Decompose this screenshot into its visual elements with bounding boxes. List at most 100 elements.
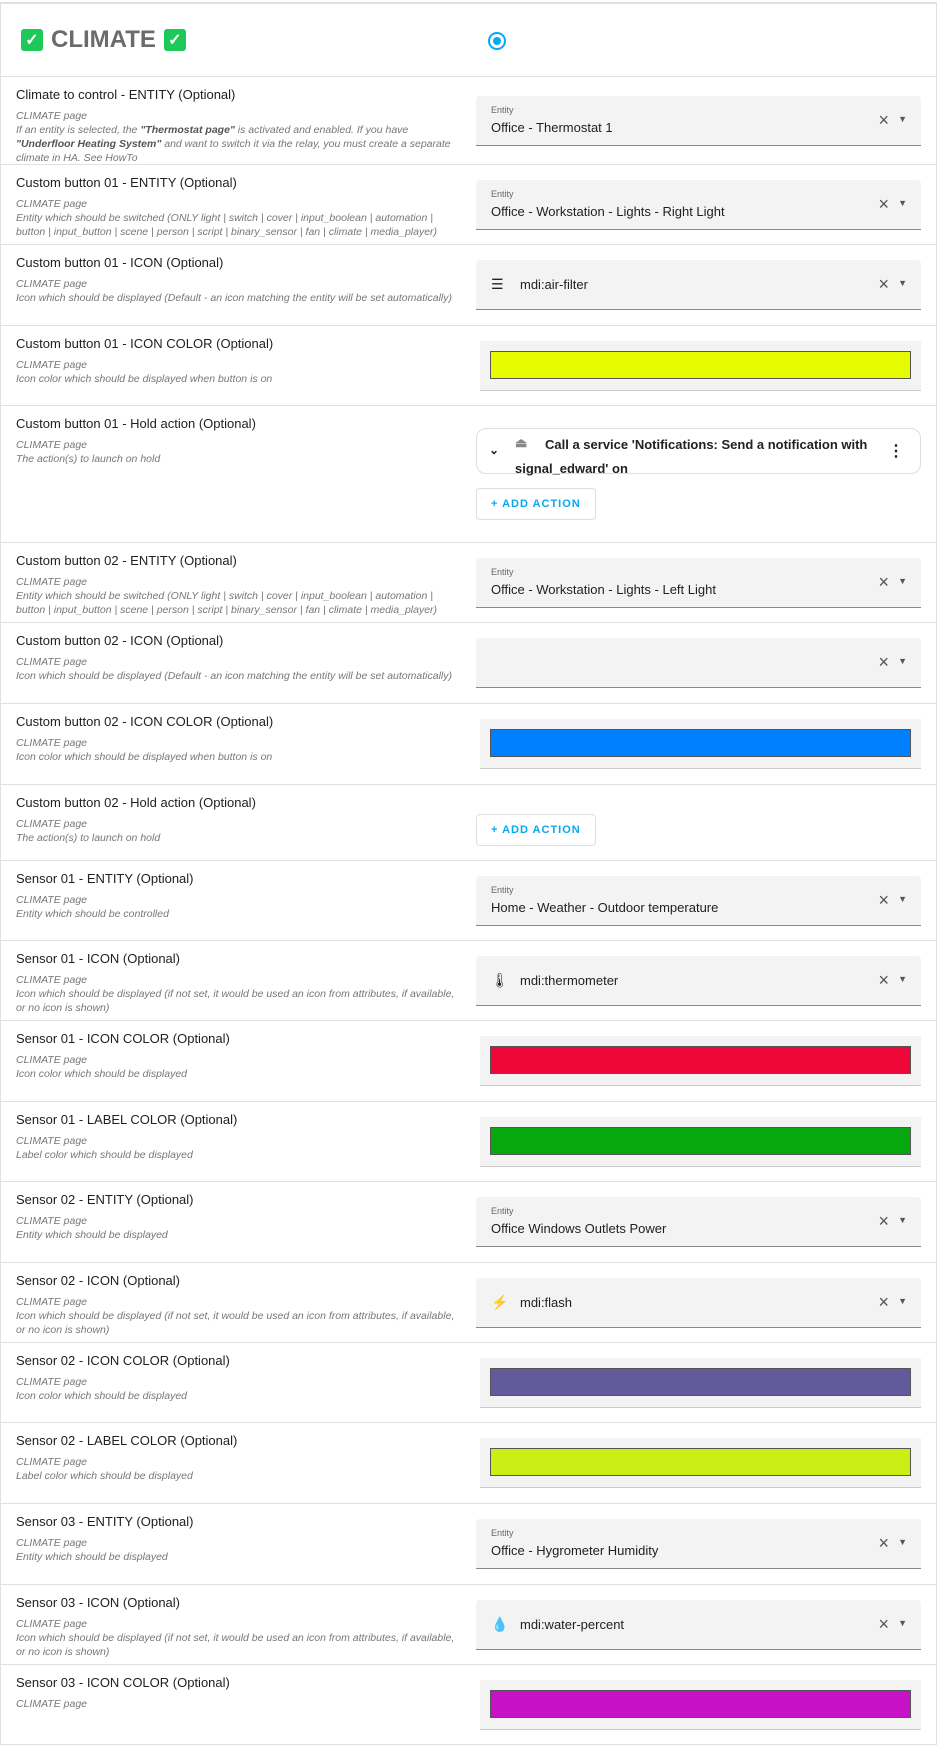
setting-help-text: CLIMATE page Label color which should be …: [16, 1455, 462, 1483]
entity-picker[interactable]: Entity Office Windows Outlets Power × ▼: [476, 1197, 921, 1247]
setting-description: Custom button 01 - ENTITY (Optional) CLIM…: [1, 165, 476, 245]
setting-help-body: Icon color which should be displayed: [16, 1068, 188, 1080]
setting-row: Sensor 03 - ICON (Optional) CLIMATE page I…: [1, 1585, 936, 1665]
icon-picker[interactable]: × ▼: [476, 638, 921, 688]
clear-icon[interactable]: ×: [878, 969, 889, 990]
entity-picker[interactable]: Entity Office - Workstation - Lights - Ri…: [476, 179, 921, 230]
dropdown-arrow-icon[interactable]: ▼: [898, 893, 907, 904]
entity-picker[interactable]: Entity Office - Thermostat 1 × ▼: [476, 95, 921, 146]
setting-description: Sensor 02 - ICON COLOR (Optional) CLIMATE…: [1, 1343, 476, 1409]
setting-title: Custom button 01 - ICON COLOR (Optional): [16, 336, 274, 351]
entity-picker[interactable]: Entity Home - Weather - Outdoor temperatu…: [476, 875, 921, 926]
color-picker[interactable]: [480, 1116, 921, 1167]
setting-help-body: Icon which should be displayed (if not s…: [16, 1310, 455, 1336]
color-swatch[interactable]: [490, 1126, 911, 1155]
check-box-icon: ✓: [163, 29, 186, 51]
color-swatch[interactable]: [490, 1367, 911, 1396]
clear-icon[interactable]: ×: [878, 889, 889, 910]
setting-help-text: CLIMATE page Entity which should be displ…: [16, 1214, 462, 1242]
section-radio-button[interactable]: [488, 32, 506, 50]
setting-page-label: CLIMATE page: [16, 198, 88, 210]
color-picker[interactable]: [480, 719, 921, 769]
dropdown-arrow-icon[interactable]: ▼: [898, 656, 907, 666]
chevron-down-icon[interactable]: ⌄: [489, 443, 500, 457]
setting-help-body: The action(s) to launch on hold: [16, 832, 161, 844]
action-item[interactable]: ⌄ ⏏ Call a service 'Notifications: Send a …: [476, 428, 921, 476]
setting-description: Climate to control - ENTITY (Optional) CL…: [1, 77, 476, 171]
clear-icon[interactable]: ×: [878, 1211, 889, 1231]
clear-icon[interactable]: ×: [878, 571, 889, 592]
color-swatch[interactable]: [490, 350, 911, 379]
setting-row: Custom button 02 - Hold action (Optional…: [1, 785, 936, 861]
setting-help-text: CLIMATE page Icon color which should be d…: [16, 1053, 462, 1081]
color-swatch[interactable]: [490, 1448, 911, 1476]
setting-control: [476, 719, 921, 769]
setting-help-body: The action(s) to launch on hold: [16, 453, 161, 465]
dropdown-arrow-icon[interactable]: ▼: [898, 197, 907, 208]
setting-description: Sensor 03 - ICON (Optional) CLIMATE page I…: [1, 1585, 476, 1665]
field-label: Entity: [491, 566, 514, 577]
color-swatch[interactable]: [490, 729, 911, 757]
setting-control: [476, 1679, 921, 1730]
color-swatch[interactable]: [490, 1046, 911, 1074]
setting-help-body: Icon color which should be displayed whe…: [16, 373, 273, 385]
clear-icon[interactable]: ×: [878, 1613, 889, 1634]
setting-page-label: CLIMATE page: [16, 359, 88, 371]
entity-picker[interactable]: Entity Office - Hygrometer Humidity × ▼: [476, 1519, 921, 1569]
icon-picker[interactable]: ☰ mdi:air-filter × ▼: [476, 260, 921, 310]
thermometer-icon: 🌡: [491, 971, 509, 988]
dropdown-arrow-icon[interactable]: ▼: [898, 1617, 907, 1628]
setting-control: ⚡ mdi:flash × ▼: [476, 1277, 921, 1328]
dropdown-arrow-icon[interactable]: ▼: [898, 1215, 907, 1225]
dropdown-arrow-icon[interactable]: ▼: [898, 278, 907, 288]
field-label: Entity: [491, 188, 514, 199]
color-picker[interactable]: [480, 1357, 921, 1408]
setting-title: Custom button 01 - ENTITY (Optional): [16, 175, 237, 190]
setting-help-body: Label color which should be displayed: [16, 1470, 193, 1482]
icon-picker[interactable]: 🌡 mdi:thermometer × ▼: [476, 955, 921, 1006]
setting-help-text: CLIMATE page The action(s) to launch on h…: [16, 817, 462, 845]
clear-icon[interactable]: ×: [878, 1291, 889, 1312]
add-action-button[interactable]: + ADD ACTION: [476, 488, 596, 520]
water-percent-icon: 💧: [491, 1615, 509, 1632]
field-label: Entity: [491, 104, 514, 115]
clear-icon[interactable]: ×: [878, 1533, 889, 1553]
dropdown-arrow-icon[interactable]: ▼: [898, 1537, 907, 1547]
color-picker[interactable]: [480, 1679, 921, 1730]
setting-title: Custom button 02 - Hold action (Optional…: [16, 795, 256, 810]
dropdown-arrow-icon[interactable]: ▼: [898, 575, 907, 586]
icon-picker[interactable]: 💧 mdi:water-percent × ▼: [476, 1599, 921, 1650]
add-action-button[interactable]: + ADD ACTION: [476, 813, 596, 846]
dropdown-arrow-icon[interactable]: ▼: [898, 1295, 907, 1306]
setting-help-text: CLIMATE page: [16, 1697, 462, 1711]
icon-picker[interactable]: ⚡ mdi:flash × ▼: [476, 1277, 921, 1328]
color-swatch[interactable]: [490, 1689, 911, 1718]
setting-description: Custom button 02 - Hold action (Optional…: [1, 785, 476, 851]
setting-title: Sensor 03 - ICON COLOR (Optional): [16, 1675, 230, 1690]
setting-row: Sensor 03 - ICON COLOR (Optional) CLIMATE…: [1, 1665, 936, 1745]
setting-control: + ADD ACTION: [476, 800, 921, 846]
dropdown-arrow-icon[interactable]: ▼: [898, 973, 907, 984]
setting-title: Custom button 02 - ICON (Optional): [16, 633, 224, 648]
clear-icon[interactable]: ×: [878, 652, 889, 672]
entity-picker[interactable]: Entity Office - Workstation - Lights - Le…: [476, 557, 921, 608]
setting-row: Custom button 01 - Hold action (Optional…: [1, 406, 936, 543]
check-box-icon: ✓: [21, 29, 43, 51]
setting-help-body: Entity which should be displayed: [16, 1551, 168, 1563]
more-options-icon[interactable]: ⋮: [888, 443, 904, 460]
setting-help-body: Icon which should be displayed (Default …: [16, 292, 452, 304]
setting-help-text: CLIMATE page Label color which should be …: [16, 1134, 462, 1162]
setting-control: [476, 1116, 921, 1167]
setting-control: ☰ mdi:air-filter × ▼: [476, 260, 921, 310]
setting-row: Sensor 02 - ICON (Optional) CLIMATE page I…: [1, 1263, 936, 1343]
color-picker[interactable]: [480, 1438, 921, 1488]
color-picker[interactable]: [480, 340, 921, 391]
color-picker[interactable]: [480, 1036, 921, 1086]
setting-page-label: CLIMATE page: [16, 1618, 88, 1630]
clear-icon[interactable]: ×: [878, 109, 889, 130]
clear-icon[interactable]: ×: [878, 193, 889, 214]
setting-description: Sensor 01 - ICON COLOR (Optional) CLIMATE…: [1, 1021, 476, 1087]
dropdown-arrow-icon[interactable]: ▼: [898, 113, 907, 124]
setting-control: ⌄ ⏏ Call a service 'Notifications: Send a …: [476, 428, 921, 520]
clear-icon[interactable]: ×: [878, 274, 889, 294]
